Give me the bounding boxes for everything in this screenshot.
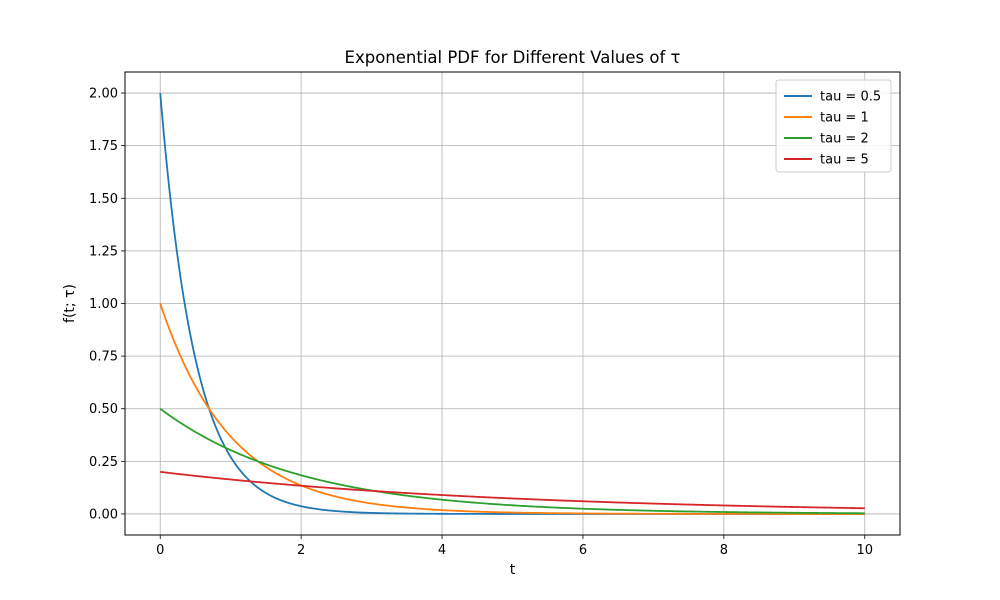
legend-label: tau = 5 xyxy=(820,153,869,168)
y-tick-label: 1.50 xyxy=(89,192,118,207)
y-tick-label: 0.25 xyxy=(89,455,118,470)
x-tick-label: 6 xyxy=(579,543,587,558)
axis-ticks: 0 2 4 6 8 10 0.00 0.25 0.50 0.75 1.00 1.25 1.50 1.75 2… xyxy=(89,87,873,558)
series-lines xyxy=(159,92,865,515)
chart-title: Exponential PDF for Different Values of … xyxy=(345,48,681,67)
series-line xyxy=(159,408,865,515)
x-tick-label: 8 xyxy=(720,543,728,558)
y-tick-label: 1.25 xyxy=(89,244,118,259)
x-tick-label: 0 xyxy=(156,543,164,558)
x-tick-label: 2 xyxy=(297,543,305,558)
x-tick-label: 10 xyxy=(856,543,873,558)
y-tick-label: 2.00 xyxy=(89,87,118,102)
x-tick-label: 4 xyxy=(438,543,446,558)
legend-box xyxy=(775,79,892,173)
y-tick-label: 1.00 xyxy=(89,297,118,312)
legend: tau = 0.5 tau = 1 tau = 2 tau = 5 xyxy=(775,79,892,173)
x-axis-label: t xyxy=(510,562,516,578)
series-line xyxy=(160,470,865,510)
legend-label: tau = 1 xyxy=(820,111,869,126)
y-tick-label: 0.50 xyxy=(89,402,118,417)
legend-label: tau = 0.5 xyxy=(820,90,881,105)
y-axis-label: f(t; τ) xyxy=(62,284,78,323)
y-tick-label: 0.75 xyxy=(89,350,118,365)
series-line xyxy=(159,303,865,515)
y-tick-label: 0.00 xyxy=(89,507,118,522)
legend-label: tau = 2 xyxy=(820,132,869,147)
y-tick-label: 1.75 xyxy=(89,139,118,154)
